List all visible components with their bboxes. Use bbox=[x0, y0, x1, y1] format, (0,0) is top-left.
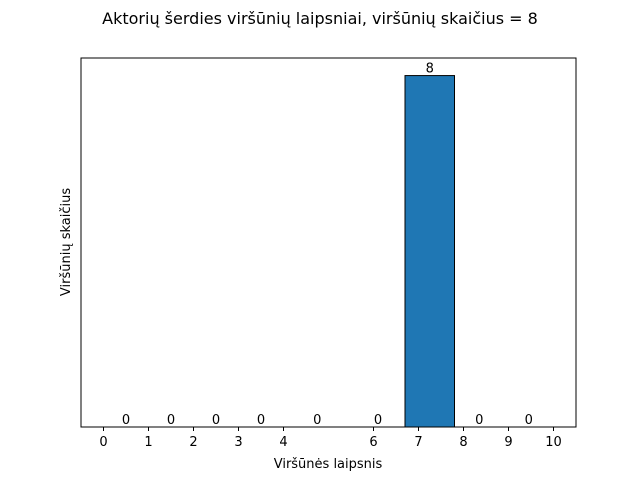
bar-label-7: 0 bbox=[475, 413, 483, 428]
bar-label-8: 0 bbox=[525, 413, 533, 428]
bar-label-1: 0 bbox=[167, 413, 175, 428]
bar-label-3: 0 bbox=[257, 413, 265, 428]
y-axis-label: Viršūnių skaičius bbox=[59, 188, 74, 296]
bar-label-4: 0 bbox=[313, 413, 321, 428]
x-tick-label-1: 1 bbox=[144, 435, 152, 450]
bar-label-2: 0 bbox=[212, 413, 220, 428]
bar-label-5: 0 bbox=[374, 413, 382, 428]
x-tick-label-3: 3 bbox=[234, 435, 242, 450]
axes-frame bbox=[80, 57, 577, 428]
x-tick-label-7: 8 bbox=[459, 435, 467, 450]
x-tick-label-2: 2 bbox=[189, 435, 197, 450]
bar-label-6: 8 bbox=[426, 62, 434, 77]
x-tick-label-6: 7 bbox=[414, 435, 422, 450]
x-tick-label-0: 0 bbox=[99, 435, 107, 450]
x-tick-label-5: 6 bbox=[369, 435, 377, 450]
bar-label-0: 0 bbox=[122, 413, 130, 428]
bar-6 bbox=[404, 75, 455, 428]
chart-title: Aktorių šerdies viršūnių laipsniai, virš… bbox=[102, 9, 538, 28]
x-axis-label: Viršūnės laipsnis bbox=[274, 457, 383, 472]
plot-area: 0 0 0 0 0 080 00 1 2 3 4 6 7 8 9 10 bbox=[99, 62, 561, 450]
x-tick-label-4: 4 bbox=[279, 435, 287, 450]
x-tick-label-8: 9 bbox=[504, 435, 512, 450]
x-tick-label-9: 10 bbox=[545, 435, 562, 450]
